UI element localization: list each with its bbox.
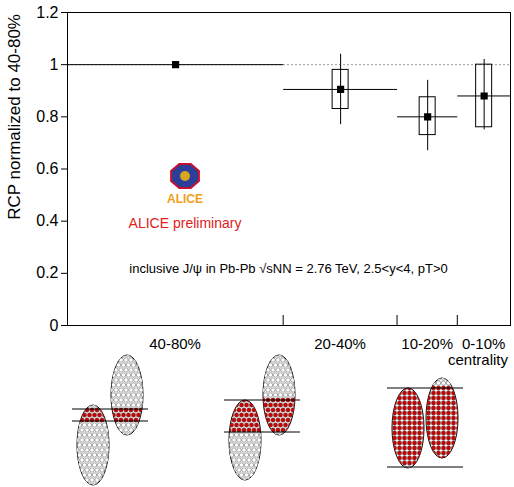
svg-text:1.2: 1.2 xyxy=(36,4,58,21)
svg-text:0.6: 0.6 xyxy=(36,160,58,177)
svg-text:ALICE: ALICE xyxy=(167,192,203,206)
svg-text:1: 1 xyxy=(50,56,59,73)
svg-text:centrality: centrality xyxy=(448,351,509,368)
svg-text:20-40%: 20-40% xyxy=(314,335,366,352)
svg-text:RCP normalized to 40-80%: RCP normalized to 40-80% xyxy=(5,14,24,220)
svg-text:40-80%: 40-80% xyxy=(149,335,201,352)
svg-text:0: 0 xyxy=(50,317,59,334)
svg-text:0-10%: 0-10% xyxy=(462,335,505,352)
svg-text:0.8: 0.8 xyxy=(36,108,58,125)
svg-text:ALICE preliminary: ALICE preliminary xyxy=(129,215,242,231)
svg-text:10-20%: 10-20% xyxy=(401,335,453,352)
svg-text:inclusive J/ψ in Pb-Pb √sNN =: inclusive J/ψ in Pb-Pb √sNN = 2.76 TeV, … xyxy=(129,261,447,276)
svg-text:0.2: 0.2 xyxy=(36,264,58,281)
svg-text:0.4: 0.4 xyxy=(36,212,58,229)
